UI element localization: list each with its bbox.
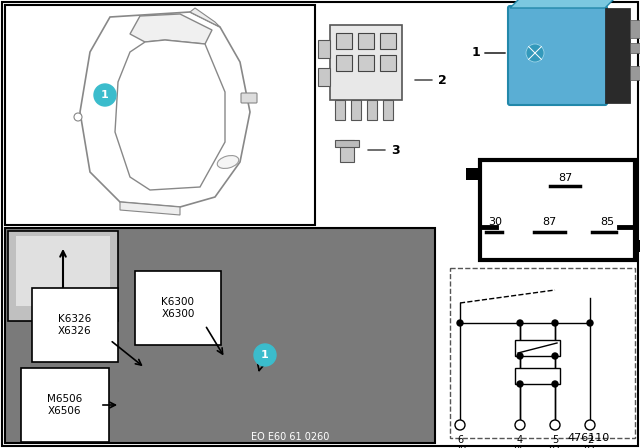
- Text: 85: 85: [514, 445, 526, 448]
- Text: 87: 87: [584, 445, 596, 448]
- Bar: [605, 8, 630, 103]
- Text: 30: 30: [454, 445, 466, 448]
- Circle shape: [455, 420, 465, 430]
- Bar: [8, 231, 118, 321]
- Ellipse shape: [217, 155, 239, 168]
- Bar: [480, 160, 635, 260]
- Circle shape: [517, 320, 523, 326]
- Text: 476110: 476110: [568, 433, 610, 443]
- Text: 6: 6: [457, 435, 463, 445]
- Polygon shape: [190, 8, 220, 27]
- Text: 2: 2: [587, 435, 593, 445]
- Circle shape: [254, 344, 276, 366]
- FancyBboxPatch shape: [241, 93, 257, 103]
- Text: 87: 87: [549, 445, 561, 448]
- Polygon shape: [510, 0, 615, 8]
- Bar: [630, 66, 640, 80]
- Bar: [380, 55, 396, 71]
- Bar: [466, 168, 480, 180]
- Text: K6326
X6326: K6326 X6326: [58, 314, 92, 336]
- Polygon shape: [120, 202, 180, 215]
- Polygon shape: [80, 12, 250, 207]
- Text: 1: 1: [471, 47, 480, 60]
- Bar: [16, 236, 110, 306]
- Text: 30: 30: [488, 217, 502, 227]
- Circle shape: [94, 84, 116, 106]
- Bar: [5, 5, 315, 225]
- Circle shape: [517, 353, 523, 359]
- Circle shape: [517, 381, 523, 387]
- Bar: [630, 20, 640, 38]
- Circle shape: [526, 44, 544, 62]
- Bar: [318, 40, 330, 58]
- Bar: [515, 340, 560, 356]
- Bar: [318, 68, 330, 86]
- Bar: [336, 33, 352, 49]
- Bar: [358, 55, 374, 71]
- Bar: [5, 228, 435, 443]
- Text: 1: 1: [101, 90, 109, 100]
- Bar: [450, 268, 635, 438]
- Bar: [383, 100, 393, 120]
- Bar: [340, 140, 354, 162]
- Text: EO E60 61 0260: EO E60 61 0260: [251, 432, 329, 442]
- Circle shape: [457, 320, 463, 326]
- Text: 4: 4: [517, 435, 523, 445]
- Text: 87: 87: [558, 173, 572, 183]
- Bar: [358, 33, 374, 49]
- Bar: [351, 100, 361, 120]
- Text: 87: 87: [543, 217, 557, 227]
- Circle shape: [552, 381, 558, 387]
- Bar: [367, 100, 377, 120]
- Bar: [335, 140, 359, 147]
- Circle shape: [587, 320, 593, 326]
- FancyBboxPatch shape: [508, 6, 607, 105]
- Polygon shape: [115, 40, 225, 190]
- Text: 5: 5: [552, 435, 558, 445]
- Text: 2: 2: [438, 73, 447, 86]
- Text: 85: 85: [600, 217, 614, 227]
- Circle shape: [585, 420, 595, 430]
- Text: 3: 3: [391, 143, 399, 156]
- Circle shape: [552, 353, 558, 359]
- Bar: [515, 368, 560, 384]
- Circle shape: [552, 320, 558, 326]
- Polygon shape: [130, 14, 212, 44]
- Text: K6300
X6300: K6300 X6300: [161, 297, 195, 319]
- Bar: [336, 55, 352, 71]
- Bar: [630, 43, 640, 53]
- Bar: [380, 33, 396, 49]
- Circle shape: [74, 113, 82, 121]
- Circle shape: [550, 420, 560, 430]
- Text: M6506
X6506: M6506 X6506: [47, 394, 83, 416]
- Circle shape: [515, 420, 525, 430]
- Bar: [330, 25, 402, 100]
- Text: 1: 1: [261, 350, 269, 360]
- Bar: [635, 240, 640, 252]
- Bar: [335, 100, 345, 120]
